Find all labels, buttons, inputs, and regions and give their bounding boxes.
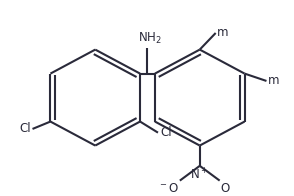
Text: O: O (221, 182, 230, 195)
Text: $^-$O: $^-$O (158, 182, 179, 195)
Text: NH$_2$: NH$_2$ (138, 31, 161, 46)
Text: Cl: Cl (19, 122, 31, 135)
Text: m: m (217, 26, 228, 39)
Text: m: m (268, 74, 279, 87)
Text: Cl: Cl (160, 126, 172, 139)
Text: N$^+$: N$^+$ (191, 168, 209, 183)
